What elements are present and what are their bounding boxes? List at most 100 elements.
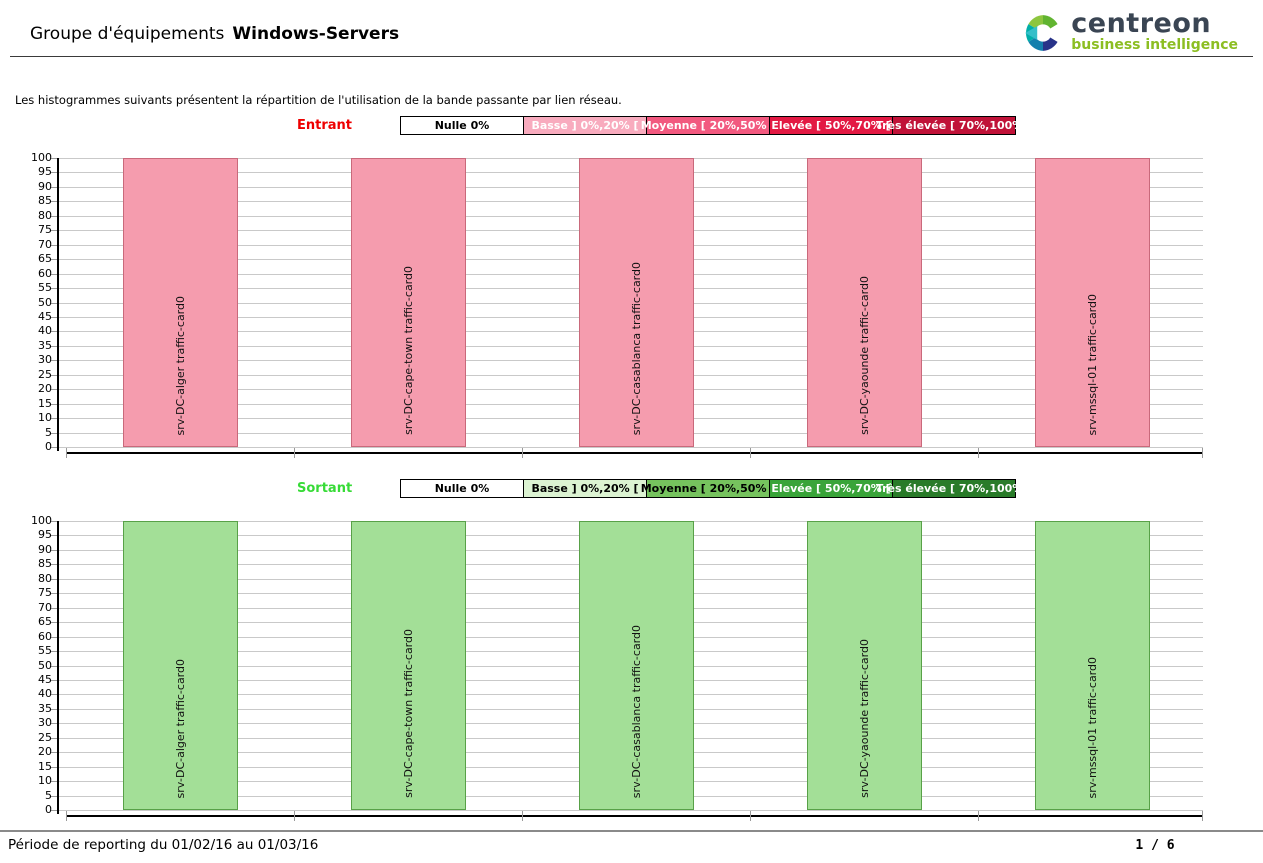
logo-tagline-text: business intelligence: [1071, 37, 1238, 53]
y-axis-tick: [51, 187, 57, 188]
y-axis-tick: [51, 694, 57, 695]
y-axis-tick-label: 70: [38, 601, 52, 614]
y-axis-tick-label: 50: [38, 296, 52, 309]
legend-cell: Elevée [ 50%,70% [: [769, 479, 893, 498]
bar-entrant: srv-DC-cape-town traffic-card0: [350, 158, 466, 447]
y-axis-tick-label: 55: [38, 644, 52, 657]
bar-category-label: srv-mssql-01 traffic-card0: [1085, 656, 1099, 798]
y-axis-tick: [51, 666, 57, 667]
y-axis-tick: [51, 447, 57, 448]
x-axis-sortant: [66, 811, 1203, 821]
y-axis-tick: [51, 201, 57, 202]
bar-entrant: srv-DC-alger traffic-card0: [122, 158, 238, 447]
y-axis-tick-label: 90: [38, 543, 52, 556]
bar-category-label: srv-DC-alger traffic-card0: [173, 295, 187, 435]
y-axis-tick: [51, 288, 57, 289]
y-axis-tick-label: 100: [31, 151, 52, 164]
y-axis-tick: [51, 404, 57, 405]
legend-row-sortant: Sortant Nulle 0% Basse ] 0%,20% [Moyenne …: [0, 479, 1263, 499]
y-axis-tick: [51, 709, 57, 710]
bar-category-label: srv-DC-cape-town traffic-card0: [401, 629, 415, 798]
y-axis-tick: [51, 622, 57, 623]
y-axis-tick-label: 75: [38, 586, 52, 599]
y-axis-tick: [51, 521, 57, 522]
logo-brand-text: centreon: [1071, 8, 1212, 39]
y-axis-tick-label: 35: [38, 702, 52, 715]
legend-cell: Nulle 0%: [400, 479, 524, 498]
y-axis-tick: [51, 767, 57, 768]
y-axis-tick-label: 60: [38, 267, 52, 280]
y-axis-tick-label: 60: [38, 630, 52, 643]
legend-cell: Basse ] 0%,20% [: [523, 479, 647, 498]
y-axis-tick: [51, 433, 57, 434]
y-axis-tick-label: 5: [45, 789, 52, 802]
y-axis-tick: [51, 651, 57, 652]
y-axis-tick-label: 55: [38, 281, 52, 294]
x-axis-tick: [294, 448, 295, 458]
legend-cell: Nulle 0%: [400, 116, 524, 135]
y-axis-tick: [51, 781, 57, 782]
y-axis-tick-label: 25: [38, 368, 52, 381]
x-axis-tick: [66, 811, 67, 821]
page-title: Groupe d'équipements Windows-Servers: [30, 24, 399, 44]
bar-category-label: srv-mssql-01 traffic-card0: [1085, 293, 1099, 435]
legend-cell: Moyenne [ 20%,50% [: [641, 116, 775, 135]
y-axis-tick: [51, 752, 57, 753]
y-axis-tick: [51, 418, 57, 419]
y-axis-tick-label: 40: [38, 324, 52, 337]
page-title-prefix: Groupe d'équipements: [30, 24, 225, 44]
legend-cell: Très élevée [ 70%,100% ]: [876, 479, 1032, 498]
bar-category-label: srv-DC-casablanca traffic-card0: [629, 624, 643, 798]
bar-entrant: srv-DC-casablanca traffic-card0: [578, 158, 694, 447]
y-axis-tick: [51, 317, 57, 318]
y-axis-tick-label: 85: [38, 557, 52, 570]
y-axis-line: [57, 158, 59, 451]
y-axis-tick-label: 45: [38, 673, 52, 686]
y-axis-tick: [51, 738, 57, 739]
y-axis-tick: [51, 230, 57, 231]
direction-label-sortant: Sortant: [297, 481, 353, 496]
y-axis-tick: [51, 331, 57, 332]
x-axis-tick: [750, 448, 751, 458]
bar-category-label: srv-DC-alger traffic-card0: [173, 658, 187, 798]
y-axis-tick: [51, 245, 57, 246]
page-number: 1 / 6: [1135, 838, 1175, 853]
y-axis-line: [57, 521, 59, 814]
y-axis-tick: [51, 579, 57, 580]
bar-entrant: srv-mssql-01 traffic-card0: [1034, 158, 1150, 447]
y-axis-tick: [51, 535, 57, 536]
y-axis-tick: [51, 216, 57, 217]
y-axis-tick-label: 15: [38, 760, 52, 773]
x-axis-tick: [66, 448, 67, 458]
x-axis-tick: [522, 811, 523, 821]
y-axis-tick: [51, 680, 57, 681]
y-axis-tick-label: 0: [45, 440, 52, 453]
centreon-logo: centreon business intelligence: [1022, 10, 1238, 54]
direction-label-entrant: Entrant: [297, 118, 353, 133]
y-axis-tick-label: 25: [38, 731, 52, 744]
y-axis-tick-label: 20: [38, 745, 52, 758]
centreon-logo-icon: [1025, 15, 1065, 51]
bar-sortant: srv-DC-casablanca traffic-card0: [578, 521, 694, 810]
page-title-group-name: Windows-Servers: [232, 24, 400, 44]
gridline: [58, 810, 1203, 811]
y-axis-tick: [51, 303, 57, 304]
y-axis-tick: [51, 274, 57, 275]
y-axis-tick-label: 65: [38, 252, 52, 265]
legend-cell: Très élevée [ 70%,100% ]: [876, 116, 1032, 135]
bar-sortant: srv-mssql-01 traffic-card0: [1034, 521, 1150, 810]
y-axis-tick: [51, 796, 57, 797]
y-axis-tick-label: 100: [31, 514, 52, 527]
y-axis-tick-label: 70: [38, 238, 52, 251]
y-axis-tick-label: 85: [38, 194, 52, 207]
intro-text: Les histogrammes suivants présentent la …: [15, 93, 622, 107]
y-axis-tick: [51, 723, 57, 724]
y-axis-tick: [51, 375, 57, 376]
y-axis-tick: [51, 360, 57, 361]
bar-category-label: srv-DC-yaounde traffic-card0: [857, 276, 871, 435]
bar-sortant: srv-DC-yaounde traffic-card0: [806, 521, 922, 810]
y-axis-tick-label: 0: [45, 803, 52, 816]
y-axis-tick: [51, 259, 57, 260]
bar-category-label: srv-DC-casablanca traffic-card0: [629, 261, 643, 435]
legend-table-entrant: Nulle 0% Basse ] 0%,20% [Moyenne [ 20%,50…: [400, 116, 1032, 135]
